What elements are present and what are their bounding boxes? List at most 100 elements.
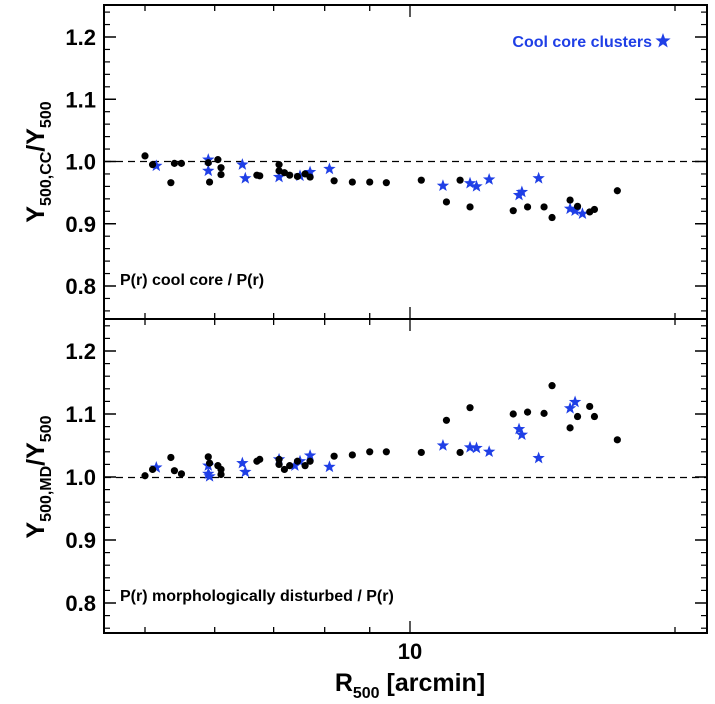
cool-core-point — [303, 165, 317, 178]
cluster-point — [382, 448, 390, 456]
cluster-point — [306, 173, 314, 181]
cool-core-point — [568, 204, 582, 216]
y-tick-label: 1.1 — [65, 87, 96, 112]
y-tick-label: 1.2 — [65, 25, 96, 50]
panel-morphologically-disturbed: 0.8 0.9 1.0 1.1 1.2 10 P(r) morphologically d… — [22, 318, 708, 702]
cluster-point — [170, 467, 179, 475]
cool-core-point — [463, 176, 477, 189]
legend: Cool core clusters — [512, 33, 671, 51]
y-axis-title-subscript-2: 500 — [38, 415, 55, 442]
cluster-point — [590, 205, 599, 214]
y-axis-title-subscript-2: 500 — [38, 101, 55, 128]
cluster-point — [573, 202, 582, 210]
cool-core-point — [563, 202, 577, 215]
x-axis-title-rest: [arcmin] — [380, 669, 486, 697]
cool-core-point — [563, 401, 577, 414]
y-axis-title-rest: /Y — [22, 128, 50, 152]
cluster-point — [205, 178, 214, 186]
cluster-point — [148, 465, 157, 474]
cluster-point — [293, 172, 302, 181]
cool-core-point — [150, 461, 163, 473]
cool-core-point — [436, 439, 450, 451]
cluster-point — [330, 177, 338, 185]
cool-core-point — [239, 465, 252, 478]
cool-core-point — [482, 173, 496, 185]
y-tick-label: 1.2 — [65, 339, 96, 364]
cluster-point — [590, 412, 599, 421]
y-tick-label: 0.9 — [65, 212, 96, 237]
cluster-point — [348, 451, 356, 459]
cluster-point — [256, 172, 264, 180]
cluster-point — [456, 176, 464, 184]
cluster-point — [417, 176, 425, 184]
cluster-point — [256, 455, 264, 463]
cool-core-point — [239, 171, 252, 184]
cluster-point — [348, 178, 356, 186]
panel-annotation: P(r) cool core / P(r) — [120, 272, 264, 289]
cluster-point — [177, 470, 186, 478]
y-axis-title: Y500,MD/Y500 — [22, 415, 55, 538]
panel-cool-core: 0.8 0.9 1.0 1.1 1.2 P(r) cool core / P(r) Co… — [22, 4, 708, 320]
cluster-point — [167, 179, 175, 187]
cluster-point — [306, 457, 314, 465]
y-tick-label: 1.1 — [65, 402, 96, 427]
data-points — [141, 382, 621, 482]
y-axis-title-subscript: 500,CC — [38, 151, 55, 206]
cluster-point — [167, 453, 175, 462]
cluster-point — [466, 404, 474, 412]
cluster-point — [509, 410, 517, 418]
cluster-point — [214, 156, 222, 164]
cool-core-point — [470, 441, 483, 454]
cool-core-point — [532, 451, 545, 464]
y-axis-title-main: Y — [22, 206, 50, 223]
cluster-point — [566, 424, 574, 432]
cool-core-point — [236, 158, 249, 170]
cool-core-point — [323, 162, 336, 175]
cluster-point — [540, 409, 548, 417]
cluster-point — [613, 187, 621, 195]
y-axis-title-subscript: 500,MD — [38, 466, 55, 522]
cool-core-point — [202, 153, 215, 165]
cluster-point — [509, 207, 517, 215]
cool-core-point — [202, 467, 215, 480]
cluster-point — [366, 448, 374, 456]
cluster-point — [205, 459, 214, 467]
cluster-point — [177, 159, 186, 167]
cluster-point — [573, 412, 582, 421]
y-tick-label: 0.9 — [65, 528, 96, 553]
cluster-point — [466, 203, 474, 211]
cluster-point — [548, 213, 556, 222]
y-axis-title-rest: /Y — [22, 442, 50, 466]
data-points — [141, 152, 621, 222]
x-axis-title: R500 [arcmin] — [335, 669, 485, 702]
tick-marks: 0.8 0.9 1.0 1.1 1.2 10 — [65, 319, 707, 664]
cluster-point — [293, 457, 302, 465]
cluster-point — [548, 382, 556, 390]
y-axis-title-main: Y — [22, 522, 50, 539]
cluster-point — [217, 170, 225, 179]
cluster-point — [382, 179, 390, 187]
cool-core-point — [463, 440, 477, 453]
panel-annotation: P(r) morphologically disturbed / P(r) — [120, 588, 394, 605]
cool-core-point — [323, 460, 336, 473]
cool-core-point — [482, 445, 496, 458]
cluster-point — [204, 453, 212, 461]
y-tick-label: 1.0 — [65, 150, 96, 175]
cluster-point — [141, 152, 149, 160]
cluster-point — [217, 465, 225, 474]
cool-core-point — [470, 179, 483, 192]
cluster-point — [523, 203, 532, 211]
cool-core-point — [436, 179, 450, 192]
x-tick-label: 10 — [398, 639, 422, 664]
y-tick-label: 0.8 — [65, 274, 96, 299]
cluster-point — [141, 472, 149, 480]
cluster-point — [523, 408, 532, 416]
cool-core-point — [515, 185, 529, 198]
legend-label: Cool core clusters — [512, 34, 652, 51]
cluster-point — [275, 460, 283, 468]
cluster-point — [170, 159, 179, 167]
tick-marks: 0.8 0.9 1.0 1.1 1.2 — [65, 5, 707, 319]
cluster-point — [275, 455, 283, 463]
cool-core-point — [288, 459, 302, 471]
